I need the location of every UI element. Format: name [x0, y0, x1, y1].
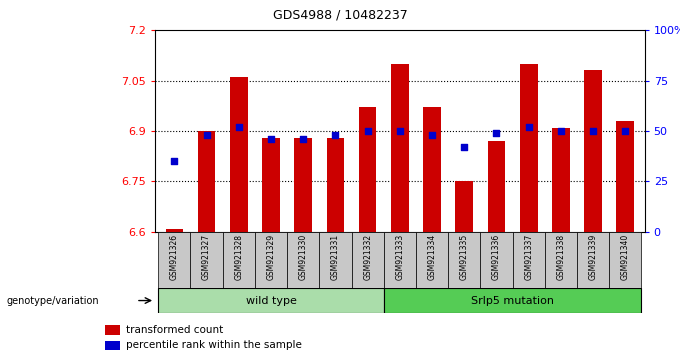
Text: GSM921329: GSM921329 — [267, 234, 275, 280]
Bar — [105, 325, 120, 335]
FancyBboxPatch shape — [448, 232, 480, 289]
Point — [459, 144, 470, 150]
Text: GDS4988 / 10482237: GDS4988 / 10482237 — [273, 9, 407, 22]
Text: GSM921337: GSM921337 — [524, 234, 533, 280]
Text: GSM921339: GSM921339 — [589, 234, 598, 280]
FancyBboxPatch shape — [384, 288, 641, 313]
FancyBboxPatch shape — [577, 232, 609, 289]
Bar — [230, 77, 248, 232]
FancyBboxPatch shape — [352, 232, 384, 289]
Text: GSM921333: GSM921333 — [395, 234, 405, 280]
Point — [362, 128, 373, 134]
FancyBboxPatch shape — [545, 232, 577, 289]
Point — [394, 128, 405, 134]
Bar — [423, 107, 441, 232]
Point — [523, 124, 534, 130]
FancyBboxPatch shape — [222, 232, 255, 289]
Bar — [326, 138, 344, 232]
FancyBboxPatch shape — [513, 232, 545, 289]
Text: GSM921328: GSM921328 — [235, 234, 243, 280]
FancyBboxPatch shape — [158, 232, 190, 289]
Bar — [488, 141, 505, 232]
Point — [426, 132, 437, 138]
Text: GSM921336: GSM921336 — [492, 234, 501, 280]
FancyBboxPatch shape — [255, 232, 287, 289]
Bar — [198, 131, 216, 232]
FancyBboxPatch shape — [384, 232, 416, 289]
Text: GSM921334: GSM921334 — [428, 234, 437, 280]
Point — [588, 128, 598, 134]
Text: wild type: wild type — [245, 296, 296, 306]
FancyBboxPatch shape — [609, 232, 641, 289]
Text: transformed count: transformed count — [126, 325, 223, 335]
Text: GSM921332: GSM921332 — [363, 234, 372, 280]
Text: GSM921335: GSM921335 — [460, 234, 469, 280]
Point — [201, 132, 212, 138]
Point — [491, 130, 502, 136]
Point — [233, 124, 244, 130]
Bar — [105, 341, 120, 350]
Text: GSM921331: GSM921331 — [331, 234, 340, 280]
Point — [298, 136, 309, 142]
Bar — [552, 127, 570, 232]
Text: GSM921326: GSM921326 — [170, 234, 179, 280]
Bar — [359, 107, 377, 232]
Text: GSM921338: GSM921338 — [556, 234, 565, 280]
Bar — [391, 64, 409, 232]
Point — [169, 158, 180, 164]
Point — [556, 128, 566, 134]
Bar — [262, 138, 280, 232]
FancyBboxPatch shape — [320, 232, 352, 289]
Bar — [584, 70, 602, 232]
Bar — [294, 138, 312, 232]
Text: GSM921330: GSM921330 — [299, 234, 308, 280]
Text: GSM921340: GSM921340 — [621, 234, 630, 280]
Bar — [520, 64, 537, 232]
FancyBboxPatch shape — [190, 232, 222, 289]
Point — [330, 132, 341, 138]
Point — [620, 128, 631, 134]
FancyBboxPatch shape — [158, 288, 384, 313]
FancyBboxPatch shape — [287, 232, 320, 289]
Bar — [456, 181, 473, 232]
FancyBboxPatch shape — [480, 232, 513, 289]
Text: percentile rank within the sample: percentile rank within the sample — [126, 340, 302, 350]
Text: Srlp5 mutation: Srlp5 mutation — [471, 296, 554, 306]
Bar — [617, 121, 634, 232]
Text: GSM921327: GSM921327 — [202, 234, 211, 280]
Point — [266, 136, 277, 142]
Text: genotype/variation: genotype/variation — [7, 296, 99, 306]
Bar — [165, 228, 183, 232]
FancyBboxPatch shape — [416, 232, 448, 289]
